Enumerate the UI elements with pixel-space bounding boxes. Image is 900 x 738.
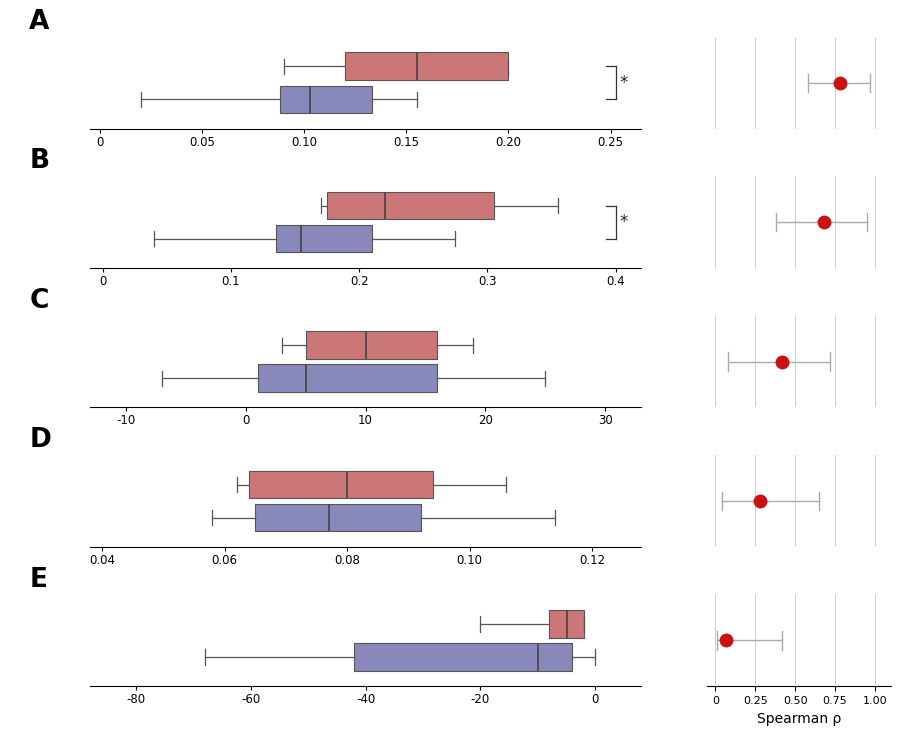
Bar	[276, 225, 372, 252]
X-axis label: Spearman ρ: Spearman ρ	[757, 711, 842, 725]
Bar	[257, 365, 437, 392]
Bar	[346, 52, 508, 80]
Bar	[280, 86, 372, 113]
Bar	[306, 331, 437, 359]
Text: *: *	[619, 213, 627, 231]
Bar	[256, 504, 420, 531]
Text: A: A	[30, 9, 50, 35]
Text: C: C	[30, 288, 49, 314]
Text: *: *	[619, 74, 627, 92]
Bar	[249, 471, 433, 498]
Text: D: D	[30, 427, 51, 453]
Bar	[354, 644, 572, 671]
Text: E: E	[30, 567, 48, 593]
Text: B: B	[30, 148, 50, 174]
Bar	[549, 610, 584, 638]
Bar	[327, 192, 494, 219]
